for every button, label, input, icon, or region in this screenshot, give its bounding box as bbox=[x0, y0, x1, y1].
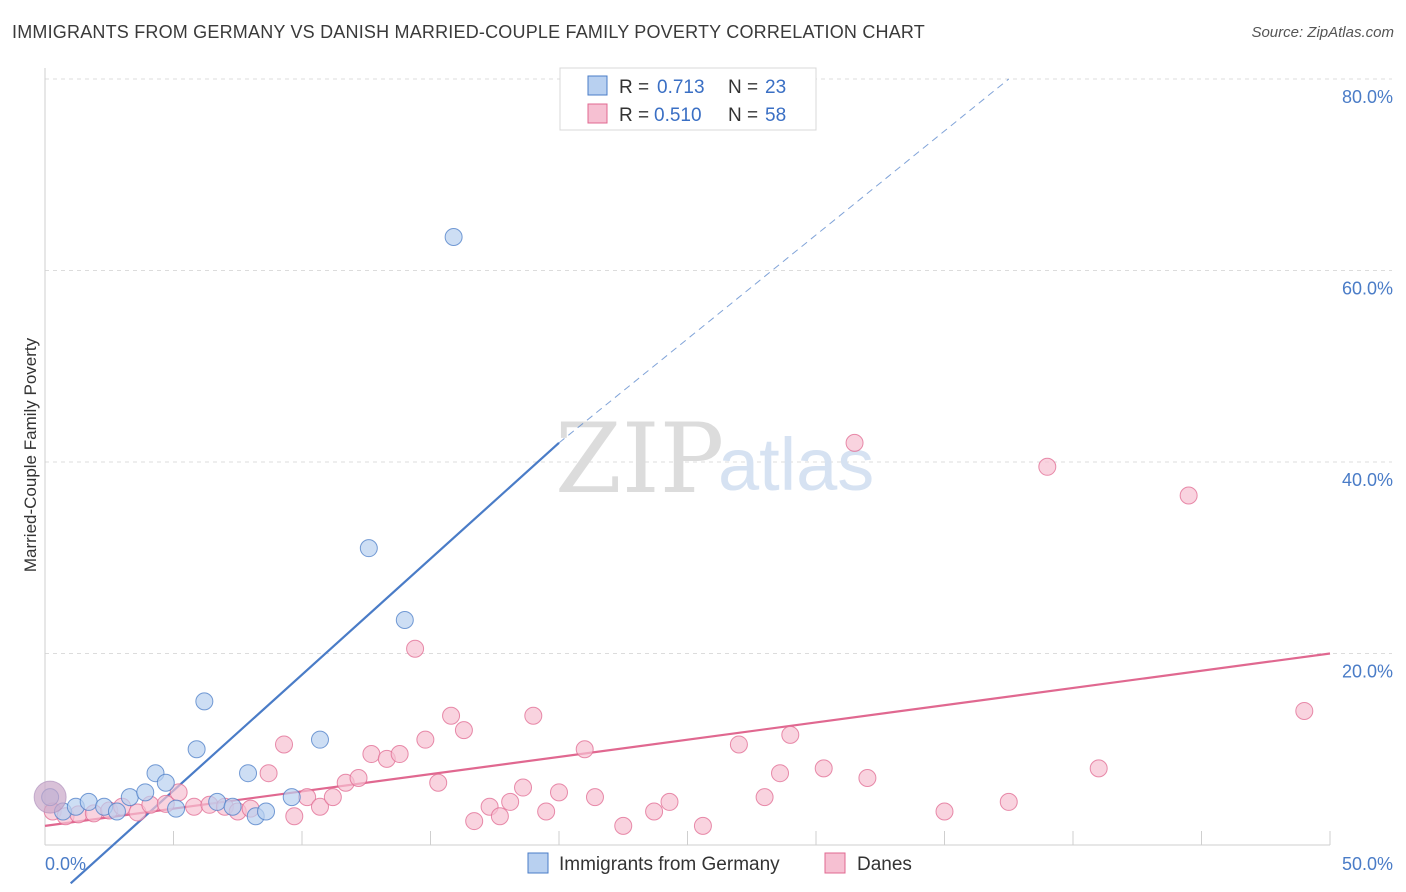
point-germany bbox=[120, 788, 139, 807]
legend-r-value-2: 0.510 bbox=[654, 105, 702, 126]
point-danes bbox=[537, 802, 556, 821]
watermark-zip: ZIP bbox=[555, 403, 724, 515]
point-danes bbox=[614, 816, 633, 835]
y-tick-label: 80.0% bbox=[1342, 87, 1393, 107]
point-danes bbox=[575, 740, 594, 759]
point-danes bbox=[465, 812, 484, 831]
point-danes bbox=[729, 735, 748, 754]
legend-r-label-1: R = bbox=[619, 77, 649, 98]
point-germany bbox=[79, 792, 98, 811]
point-danes bbox=[693, 816, 712, 835]
point-germany bbox=[359, 539, 378, 558]
x-tick-label: 50.0% bbox=[1342, 854, 1393, 874]
x-tick-label: 0.0% bbox=[45, 854, 86, 874]
point-germany bbox=[167, 799, 186, 818]
point-danes bbox=[585, 788, 604, 807]
point-danes bbox=[259, 764, 278, 783]
point-danes bbox=[514, 778, 533, 797]
point-danes bbox=[390, 745, 409, 764]
legend-n-value-1: 23 bbox=[765, 77, 786, 98]
legend-swatch-blue bbox=[587, 75, 608, 96]
point-germany bbox=[282, 788, 301, 807]
point-danes bbox=[406, 639, 425, 658]
point-danes bbox=[429, 773, 448, 792]
point-danes bbox=[755, 788, 774, 807]
point-danes bbox=[935, 802, 954, 821]
point-germany bbox=[107, 802, 126, 821]
legend-n-value-2: 58 bbox=[765, 105, 786, 126]
bottom-legend-label-2: Danes bbox=[857, 854, 912, 875]
point-danes bbox=[1295, 701, 1314, 720]
trend-line-germany-extension bbox=[558, 78, 1010, 444]
point-germany bbox=[395, 610, 414, 629]
point-danes bbox=[454, 721, 473, 740]
data-points bbox=[33, 227, 1314, 835]
bottom-legend-swatch-blue bbox=[527, 852, 549, 874]
point-germany bbox=[136, 783, 155, 802]
point-germany bbox=[208, 792, 227, 811]
point-danes bbox=[771, 764, 790, 783]
bottom-legend: Immigrants from Germany Danes bbox=[527, 852, 912, 875]
point-germany bbox=[187, 740, 206, 759]
point-danes bbox=[845, 433, 864, 452]
point-germany bbox=[239, 764, 258, 783]
point-danes bbox=[1038, 457, 1057, 476]
point-danes bbox=[814, 759, 833, 778]
bottom-legend-label-1: Immigrants from Germany bbox=[559, 854, 780, 875]
point-germany bbox=[156, 773, 175, 792]
point-danes bbox=[524, 706, 543, 725]
grid-lines bbox=[45, 78, 1392, 654]
point-danes bbox=[416, 730, 435, 749]
point-danes bbox=[1179, 486, 1198, 505]
point-danes bbox=[781, 725, 800, 744]
tick-labels: 20.0% 40.0% 60.0% 80.0% 0.0% 50.0% bbox=[45, 87, 1393, 874]
point-danes bbox=[1089, 759, 1108, 778]
point-danes bbox=[501, 792, 520, 811]
point-danes bbox=[490, 807, 509, 826]
point-germany bbox=[223, 797, 242, 816]
y-axis-label: Married-Couple Family Poverty bbox=[21, 337, 40, 572]
point-danes bbox=[999, 792, 1018, 811]
point-danes bbox=[645, 802, 664, 821]
legend-r-value-1: 0.713 bbox=[657, 77, 705, 98]
point-cluster bbox=[33, 780, 67, 814]
chart-title: IMMIGRANTS FROM GERMANY VS DANISH MARRIE… bbox=[12, 22, 926, 42]
y-tick-label: 20.0% bbox=[1342, 662, 1393, 682]
point-germany bbox=[444, 227, 463, 246]
y-tick-label: 40.0% bbox=[1342, 470, 1393, 490]
legend-n-label-1: N = bbox=[728, 77, 758, 98]
trend-line-danes bbox=[44, 652, 1331, 827]
point-danes bbox=[323, 788, 342, 807]
source-label: Source: ZipAtlas.com bbox=[1251, 24, 1394, 41]
point-germany bbox=[195, 692, 214, 711]
point-danes bbox=[362, 745, 381, 764]
y-tick-label: 60.0% bbox=[1342, 279, 1393, 299]
point-danes bbox=[310, 797, 329, 816]
point-danes bbox=[442, 706, 461, 725]
point-germany bbox=[257, 802, 276, 821]
point-danes bbox=[185, 797, 204, 816]
point-danes bbox=[275, 735, 294, 754]
bottom-legend-swatch-pink bbox=[824, 852, 846, 874]
axes bbox=[44, 68, 1331, 846]
top-legend: R = 0.713 N = 23 R = 0.510 N = 58 bbox=[559, 67, 817, 131]
legend-n-label-2: N = bbox=[728, 105, 758, 126]
point-danes bbox=[285, 807, 304, 826]
point-germany bbox=[310, 730, 329, 749]
legend-r-label-2: R = bbox=[619, 105, 649, 126]
point-danes bbox=[550, 783, 568, 802]
legend-swatch-pink bbox=[587, 103, 608, 124]
point-danes bbox=[349, 768, 368, 787]
point-danes bbox=[858, 768, 877, 787]
point-danes bbox=[660, 792, 679, 811]
